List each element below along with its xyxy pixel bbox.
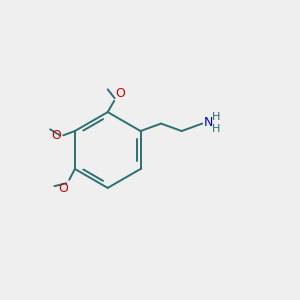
Text: H: H bbox=[212, 124, 220, 134]
Text: O: O bbox=[52, 129, 61, 142]
Text: O: O bbox=[115, 87, 125, 100]
Text: H: H bbox=[212, 112, 220, 122]
Text: O: O bbox=[58, 182, 68, 195]
Text: N: N bbox=[203, 116, 213, 130]
